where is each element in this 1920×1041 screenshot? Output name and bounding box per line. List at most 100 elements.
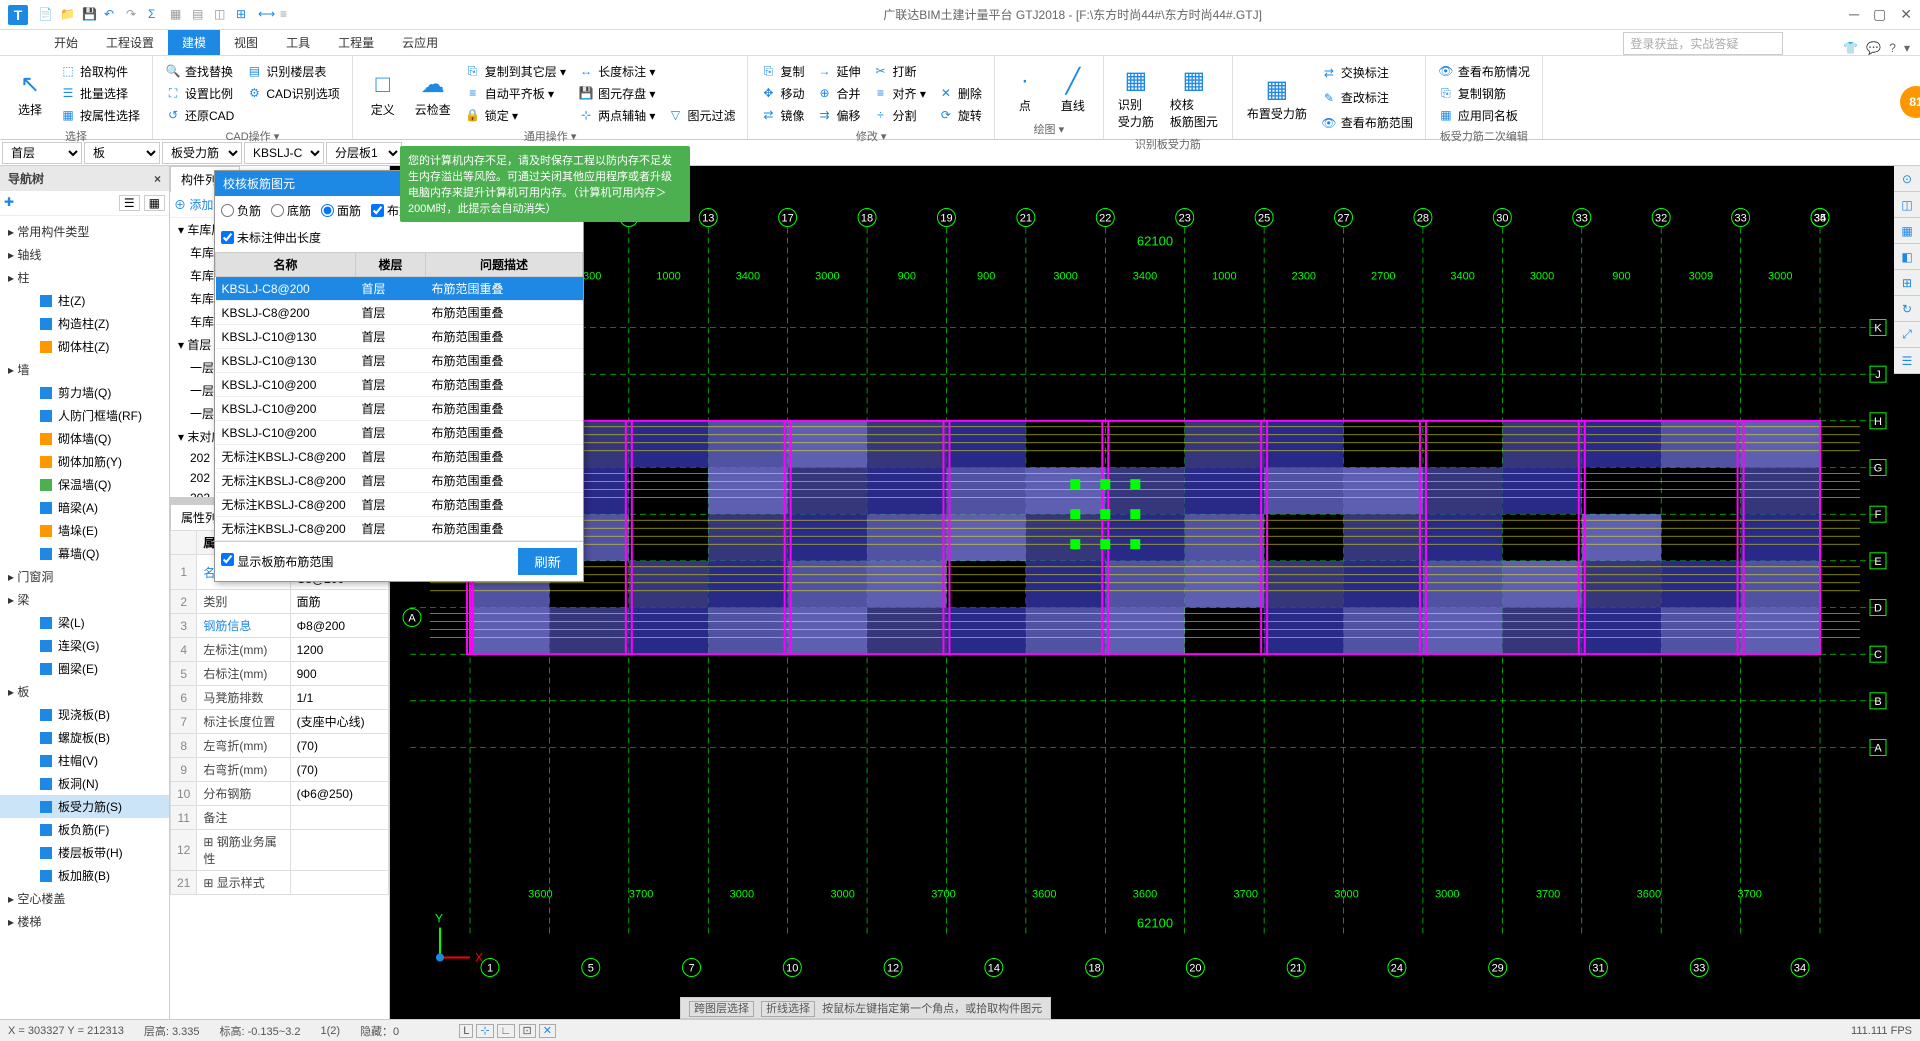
ribbon-btn[interactable]: ⎘复制到其它层 ▾ bbox=[461, 60, 570, 82]
ribbon-btn[interactable]: 👁查看布筋情况 bbox=[1434, 60, 1534, 82]
nav-item[interactable]: 砌体墙(Q) bbox=[0, 427, 169, 450]
ribbon-btn[interactable]: ✎查改标注 bbox=[1317, 87, 1417, 109]
qat-new-icon[interactable]: 📄 bbox=[38, 7, 54, 23]
property-row[interactable]: 9右弯折(mm)(70) bbox=[171, 758, 389, 782]
nav-item[interactable]: 连梁(G) bbox=[0, 634, 169, 657]
nav-item[interactable]: 暗梁(A) bbox=[0, 496, 169, 519]
ribbon-btn[interactable]: ⬚拾取构件 bbox=[56, 60, 144, 82]
property-row[interactable]: 10分布钢筋(Φ6@250) bbox=[171, 782, 389, 806]
property-row[interactable]: 2类别面筋 bbox=[171, 590, 389, 614]
sb-i4-icon[interactable]: ⊡ bbox=[519, 1024, 536, 1038]
search-input[interactable]: 登录获益，实战答疑 bbox=[1623, 32, 1783, 55]
qat-i1-icon[interactable]: ▦ bbox=[170, 7, 186, 23]
ribbon-btn[interactable]: ⛶设置比例 bbox=[161, 82, 238, 104]
filter-负筋[interactable]: 负筋 bbox=[221, 202, 261, 219]
ribbon-layout-rebar[interactable]: ▦布置受力筋 bbox=[1241, 60, 1313, 135]
property-row[interactable]: 4左标注(mm)1200 bbox=[171, 638, 389, 662]
validation-row[interactable]: KBSLJ-C10@130首层布筋范围重叠 bbox=[216, 349, 583, 373]
notify-icon[interactable]: 💬 bbox=[1866, 41, 1881, 55]
tab-工具[interactable]: 工具 bbox=[272, 30, 324, 55]
tab-工程量[interactable]: 工程量 bbox=[324, 30, 388, 55]
nav-item[interactable]: ▸ 墙 bbox=[0, 358, 169, 381]
skin-icon[interactable]: 👕 bbox=[1843, 41, 1858, 55]
validation-row[interactable]: KBSLJ-C10@130首层布筋范围重叠 bbox=[216, 325, 583, 349]
ribbon-select[interactable]: ↖选择 bbox=[8, 60, 52, 126]
validation-row[interactable]: 无标注KBSLJ-C8@200首层布筋范围重叠 bbox=[216, 493, 583, 517]
ribbon-btn[interactable]: ☰批量选择 bbox=[56, 82, 144, 104]
dropdown-icon[interactable]: ▾ bbox=[1904, 41, 1910, 55]
validation-row[interactable]: KBSLJ-C10@200首层布筋范围重叠 bbox=[216, 421, 583, 445]
ribbon-btn[interactable]: ↔长度标注 ▾ bbox=[574, 60, 659, 82]
ribbon-btn[interactable]: ▽图元过滤 bbox=[663, 104, 739, 126]
nav-item[interactable]: ▸ 板 bbox=[0, 680, 169, 703]
qat-i5-icon[interactable]: ⟷ bbox=[258, 7, 274, 23]
vt-1-icon[interactable]: ⊙ bbox=[1894, 166, 1920, 192]
property-row[interactable]: 12⊞ 钢筋业务属性 bbox=[171, 830, 389, 871]
ribbon-btn[interactable]: ⊕合并 bbox=[812, 82, 864, 104]
ribbon-rec-rebar[interactable]: ▦识别受力筋 bbox=[1112, 60, 1160, 134]
qat-i6-icon[interactable]: ≡ bbox=[280, 7, 296, 23]
nav-item[interactable]: 螺旋板(B) bbox=[0, 726, 169, 749]
vt-6-icon[interactable]: ↻ bbox=[1894, 296, 1920, 322]
nav-item[interactable]: 楼层板带(H) bbox=[0, 841, 169, 864]
property-row[interactable]: 7标注长度位置(支座中心线) bbox=[171, 710, 389, 734]
nav-item[interactable]: ▸ 楼梯 bbox=[0, 910, 169, 933]
ribbon-btn[interactable]: ≡自动平齐板 ▾ bbox=[461, 82, 570, 104]
ribbon-btn[interactable]: ≡对齐 ▾ bbox=[868, 82, 929, 104]
ribbon-btn[interactable]: 🔒锁定 ▾ bbox=[461, 104, 570, 126]
nav-item[interactable]: 砌体柱(Z) bbox=[0, 335, 169, 358]
sb-i1-icon[interactable]: L bbox=[459, 1024, 473, 1038]
vt-7-icon[interactable]: ⤢ bbox=[1894, 322, 1920, 348]
qat-i3-icon[interactable]: ◫ bbox=[214, 7, 230, 23]
sb-i2-icon[interactable]: ⊹ bbox=[476, 1024, 493, 1038]
subcategory-select[interactable]: 板受力筋 bbox=[162, 142, 242, 164]
ribbon-btn[interactable] bbox=[242, 104, 343, 126]
ribbon-btn[interactable]: 👁查看布筋范围 bbox=[1317, 112, 1417, 134]
canvas[interactable]: 9111213171819212223252728303332333435621… bbox=[390, 166, 1920, 1019]
ribbon-btn[interactable]: 💾图元存盘 ▾ bbox=[574, 82, 659, 104]
qat-undo-icon[interactable]: ↶ bbox=[104, 7, 120, 23]
ribbon-btn[interactable]: ⇄镜像 bbox=[756, 104, 808, 126]
layer-select[interactable]: 分层板1 bbox=[326, 142, 402, 164]
ribbon-btn[interactable]: →延伸 bbox=[812, 60, 864, 82]
nav-item[interactable]: ▸ 常用构件类型 bbox=[0, 220, 169, 243]
nav-item[interactable]: 板受力筋(S) bbox=[0, 795, 169, 818]
ribbon-cloud[interactable]: ☁云检查 bbox=[409, 60, 457, 126]
nav-tool1-icon[interactable]: ✚ bbox=[4, 195, 14, 211]
ribbon-line[interactable]: ╱直线 bbox=[1051, 60, 1095, 119]
nav-item[interactable]: 剪力墙(Q) bbox=[0, 381, 169, 404]
nav-item[interactable]: 圈梁(E) bbox=[0, 657, 169, 680]
tab-建模[interactable]: 建模 bbox=[168, 30, 220, 55]
qat-i4-icon[interactable]: ⊞ bbox=[236, 7, 252, 23]
notification-badge[interactable]: 81 bbox=[1900, 86, 1920, 118]
help-icon[interactable]: ? bbox=[1889, 41, 1896, 55]
nav-item[interactable]: 梁(L) bbox=[0, 611, 169, 634]
minimize-button[interactable]: ─ bbox=[1849, 6, 1859, 23]
validation-row[interactable]: KBSLJ-C8@200首层布筋范围重叠 bbox=[216, 277, 583, 301]
property-row[interactable]: 21⊞ 显示样式 bbox=[171, 871, 389, 895]
ribbon-btn[interactable]: ⎘复制钢筋 bbox=[1434, 82, 1534, 104]
nav-item[interactable]: ▸ 梁 bbox=[0, 588, 169, 611]
vt-5-icon[interactable]: ⊞ bbox=[1894, 270, 1920, 296]
nav-close-icon[interactable]: × bbox=[154, 172, 161, 186]
maximize-button[interactable]: ▢ bbox=[1873, 6, 1886, 23]
sb-i3-icon[interactable]: ∟ bbox=[497, 1024, 516, 1038]
component-select[interactable]: KBSLJ-C8@200 bbox=[244, 142, 324, 164]
nav-item[interactable]: ▸ 柱 bbox=[0, 266, 169, 289]
qat-save-icon[interactable]: 💾 bbox=[82, 7, 98, 23]
add-component-button[interactable]: ⊕ 添加 bbox=[174, 196, 213, 213]
ribbon-btn[interactable]: ✂打断 bbox=[868, 60, 929, 82]
nav-view1-icon[interactable]: ☰ bbox=[119, 195, 140, 211]
property-row[interactable]: 8左弯折(mm)(70) bbox=[171, 734, 389, 758]
tab-开始[interactable]: 开始 bbox=[40, 30, 92, 55]
nav-item[interactable]: 构造柱(Z) bbox=[0, 312, 169, 335]
sb-i5-icon[interactable]: ✕ bbox=[539, 1024, 556, 1038]
validation-row[interactable]: KBSLJ-C10@200首层布筋范围重叠 bbox=[216, 397, 583, 421]
ribbon-btn[interactable]: ✥移动 bbox=[756, 82, 808, 104]
ribbon-point[interactable]: ·点 bbox=[1003, 60, 1047, 119]
show-range-checkbox[interactable]: 显示板筋布筋范围 bbox=[221, 553, 333, 570]
nav-item[interactable]: 板洞(N) bbox=[0, 772, 169, 795]
tab-视图[interactable]: 视图 bbox=[220, 30, 272, 55]
nav-item[interactable]: 现浇板(B) bbox=[0, 703, 169, 726]
nav-item[interactable]: 板加腋(B) bbox=[0, 864, 169, 887]
